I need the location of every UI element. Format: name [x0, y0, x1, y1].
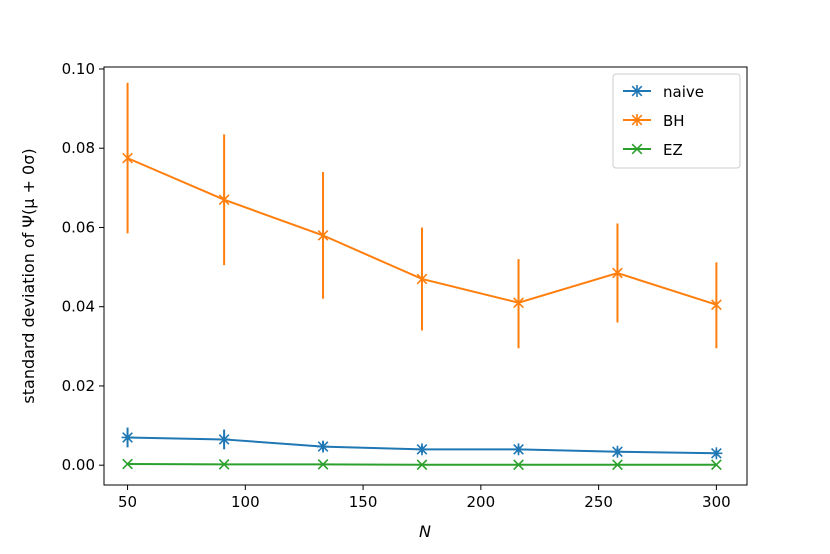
series-naive [121, 427, 723, 460]
data-point [612, 459, 623, 471]
data-point-stroke [416, 459, 428, 471]
data-point [416, 272, 428, 285]
series-ez [122, 458, 722, 471]
legend-entry-bh: BH [623, 112, 685, 130]
data-point [415, 443, 428, 456]
legend-box [612, 73, 741, 169]
data-point [121, 431, 134, 444]
x-axis: 50 100 150 200 250 300 [118, 485, 731, 511]
x-tick-label: 300 [702, 493, 731, 511]
legend-entry-ez: EZ [623, 141, 683, 159]
legend: naive BH EZ [612, 73, 741, 169]
x-tick-label: 150 [349, 493, 378, 511]
y-axis: 0.00 0.02 0.04 0.06 0.08 0.10 [62, 60, 104, 474]
y-tick-label: 0.06 [62, 218, 95, 236]
y-axis-label: standard deviation of Ψ(μ + 0σ) [19, 148, 38, 403]
y-tick-label: 0.08 [62, 139, 95, 157]
data-point [611, 445, 624, 458]
data-point [513, 296, 524, 309]
legend-label: BH [663, 112, 685, 130]
data-point [218, 433, 231, 446]
data-point [317, 459, 329, 470]
data-point-stroke [317, 459, 329, 470]
data-point-stroke [711, 459, 722, 471]
data-point-stroke [612, 459, 623, 471]
data-point [416, 459, 428, 471]
x-tick-label: 200 [467, 493, 496, 511]
data-point [218, 193, 230, 206]
data-point [513, 459, 524, 471]
legend-marker [631, 114, 643, 126]
data-point [512, 443, 525, 456]
data-point-stroke [122, 458, 133, 470]
y-tick-label: 0.00 [62, 456, 95, 474]
x-axis-label: N [419, 522, 431, 541]
data-point [122, 152, 133, 165]
data-point [711, 298, 722, 311]
legend-label: naive [663, 83, 704, 101]
data-point-stroke [218, 459, 230, 470]
y-tick-label: 0.10 [62, 60, 95, 78]
x-tick-label: 50 [118, 493, 137, 511]
legend-marker-stroke [631, 143, 643, 155]
legend-marker [631, 85, 643, 97]
data-point [710, 447, 723, 460]
data-point [218, 459, 230, 470]
legend-marker [631, 143, 643, 155]
data-point [612, 267, 623, 280]
legend-label: EZ [663, 141, 683, 159]
data-point-stroke [513, 459, 524, 471]
x-tick-label: 250 [584, 493, 613, 511]
y-tick-label: 0.02 [62, 377, 95, 395]
series-layer [121, 82, 723, 471]
y-tick-label: 0.04 [62, 298, 95, 316]
data-point [711, 459, 722, 471]
data-point [317, 229, 329, 242]
data-point [317, 440, 330, 453]
legend-entry-naive: naive [623, 83, 704, 101]
x-tick-label: 100 [231, 493, 260, 511]
series-bh [122, 82, 722, 349]
data-point [122, 458, 133, 470]
